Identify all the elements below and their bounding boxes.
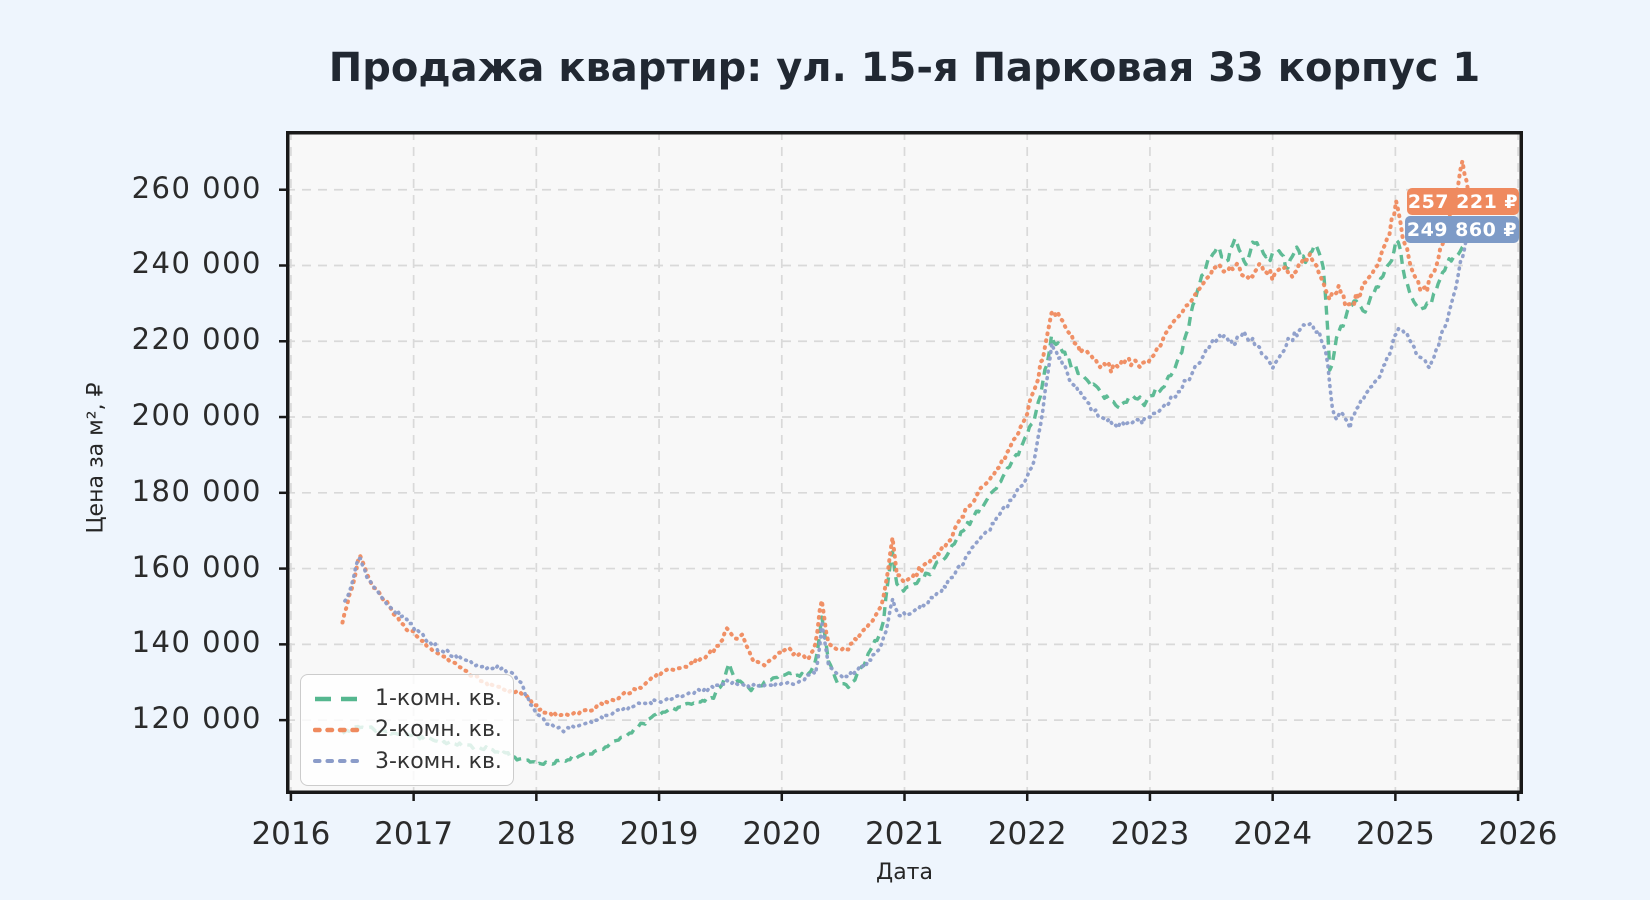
x-tick-2020: 2020 (742, 816, 822, 852)
last-price-badge-3room: 249 860 ₽ (1405, 216, 1519, 243)
x-tick-2018: 2018 (496, 816, 576, 852)
x-tick-2022: 2022 (987, 816, 1067, 852)
legend-label-1room: 1-комн. кв. (375, 686, 502, 712)
y-tick-180000: 180 000 (131, 473, 262, 508)
legend-label-2room: 2-комн. кв. (375, 717, 502, 743)
x-tick-2024: 2024 (1233, 816, 1313, 852)
y-tick-200000: 200 000 (131, 398, 262, 433)
x-tick-2021: 2021 (865, 816, 944, 852)
legend-line-sample-dotted-blue (313, 759, 363, 764)
x-tick-2016: 2016 (251, 816, 331, 852)
x-axis-label: Дата (876, 860, 933, 885)
legend-line-sample-dotted-orange (313, 727, 363, 733)
legend-item-1room: 1-комн. кв. (313, 683, 513, 714)
y-tick-220000: 220 000 (131, 322, 262, 357)
legend: 1-комн. кв. 2-комн. кв. 3-комн. кв. (300, 674, 514, 786)
legend-line-sample-dashed-green (315, 696, 361, 701)
last-price-badge-2room: 257 221 ₽ (1407, 188, 1519, 215)
x-tick-2026: 2026 (1478, 816, 1558, 852)
y-tick-140000: 140 000 (131, 625, 262, 660)
y-tick-160000: 160 000 (131, 549, 262, 584)
x-tick-2025: 2025 (1355, 816, 1435, 852)
chart-title: Продажа квартир: ул. 15-я Парковая 33 ко… (328, 45, 1481, 91)
x-tick-2017: 2017 (374, 816, 454, 852)
y-tick-240000: 240 000 (131, 246, 262, 281)
y-tick-260000: 260 000 (131, 170, 262, 205)
y-tick-120000: 120 000 (131, 701, 262, 736)
legend-label-3room: 3-комн. кв. (375, 748, 502, 774)
x-tick-2023: 2023 (1110, 816, 1190, 852)
x-tick-2019: 2019 (619, 816, 699, 852)
legend-item-2room: 2-комн. кв. (313, 714, 513, 745)
legend-item-3room: 3-комн. кв. (313, 746, 513, 777)
